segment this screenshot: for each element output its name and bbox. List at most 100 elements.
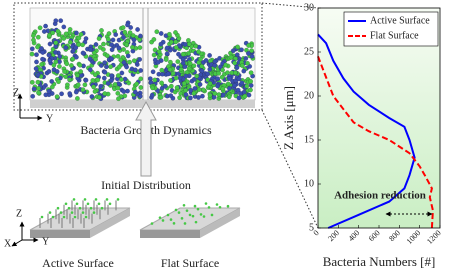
bacterium (198, 56, 203, 62)
x-tick-label: 200 (326, 228, 341, 243)
legend-label: Flat Surface (370, 30, 419, 41)
bacterium (90, 78, 96, 83)
bacterium (133, 67, 138, 73)
bacterium (93, 72, 98, 78)
bacterium (74, 89, 79, 95)
bacterium (122, 93, 128, 99)
bacterium (225, 70, 230, 76)
active-label: Active Surface (42, 256, 114, 270)
bacterium (34, 52, 39, 58)
bacterium (205, 71, 211, 77)
bacterium (55, 28, 61, 34)
bacterium (231, 48, 236, 54)
bacterium (115, 53, 121, 59)
x-tick-label: 1200 (425, 228, 443, 246)
bacterium (106, 31, 112, 36)
bacterium (138, 85, 144, 90)
bacterium (194, 220, 198, 224)
bacterium (178, 91, 184, 96)
bacterium (248, 83, 254, 88)
axis-letter: X (4, 238, 12, 249)
bacterium (102, 75, 107, 81)
bacterium (130, 44, 135, 50)
bacterium (248, 79, 254, 84)
bacterium (69, 63, 74, 68)
bacterium (207, 81, 213, 86)
bacterium (249, 48, 254, 54)
bacterium (108, 64, 113, 70)
bacterium (49, 84, 55, 90)
bacterium (183, 73, 189, 79)
bacterium (182, 204, 186, 207)
bacterium (170, 71, 176, 76)
bacterium (177, 95, 182, 101)
bacterium (152, 77, 158, 83)
bacterium (158, 94, 164, 100)
bacterium (200, 93, 205, 99)
bacterium (159, 86, 165, 91)
bacterium (102, 91, 108, 96)
bacterium (89, 206, 93, 210)
bacterium (83, 198, 87, 201)
bacterium (75, 82, 81, 88)
bacterium (74, 54, 79, 60)
bacterium (137, 57, 143, 62)
bacterium (169, 218, 173, 221)
bacterium (124, 64, 129, 70)
bacterium (58, 18, 64, 24)
bacteria (29, 18, 256, 102)
bacterium (51, 215, 55, 219)
bacterium (71, 48, 76, 54)
bacterium (215, 76, 220, 82)
y-tick-label: 15 (304, 134, 314, 145)
bacterium (80, 42, 85, 48)
bacterium (109, 78, 114, 83)
bacterium (203, 58, 209, 63)
bacterium (110, 37, 116, 43)
bacterium (180, 217, 184, 220)
bacterium (185, 209, 189, 212)
bacterium (232, 83, 238, 88)
bacterium (61, 24, 67, 30)
bacterium (120, 25, 126, 30)
bacterium (64, 61, 70, 67)
bacterium (61, 36, 67, 41)
bacterium (80, 50, 86, 56)
bacterium (242, 93, 248, 99)
bacterium (122, 29, 128, 35)
surface-side (200, 208, 240, 238)
bacterium (243, 56, 249, 61)
x-tick-label: 600 (367, 228, 382, 243)
zoom-line (261, 2, 319, 9)
bacterium (148, 76, 153, 82)
bacterium (239, 80, 245, 86)
bacterium (151, 52, 157, 58)
bacterium (248, 87, 253, 93)
bacterium (29, 80, 35, 85)
bacterium (167, 47, 173, 53)
bacterium (178, 67, 184, 72)
bacterium (163, 57, 169, 62)
bacterium (227, 76, 232, 81)
bacterium (50, 30, 56, 36)
bacterium (113, 32, 119, 37)
bacterium (84, 215, 88, 219)
bacterium (156, 49, 162, 55)
bacterium (62, 215, 66, 219)
bacterium (116, 73, 121, 78)
bacterium (166, 213, 170, 217)
bacterium (235, 44, 240, 50)
bacterium (186, 41, 192, 47)
bacterium (39, 46, 44, 51)
bacterium (158, 216, 162, 219)
bacterium (150, 92, 155, 98)
bacterium (56, 206, 60, 210)
y-axis-label: Z Axis [μm] (281, 86, 296, 150)
bacterium (88, 67, 93, 73)
bacterium (54, 69, 60, 74)
bacterium (154, 29, 160, 35)
bacterium (34, 59, 39, 65)
bacterium (152, 47, 158, 53)
bacterium (241, 68, 247, 74)
bacterium (138, 33, 143, 39)
